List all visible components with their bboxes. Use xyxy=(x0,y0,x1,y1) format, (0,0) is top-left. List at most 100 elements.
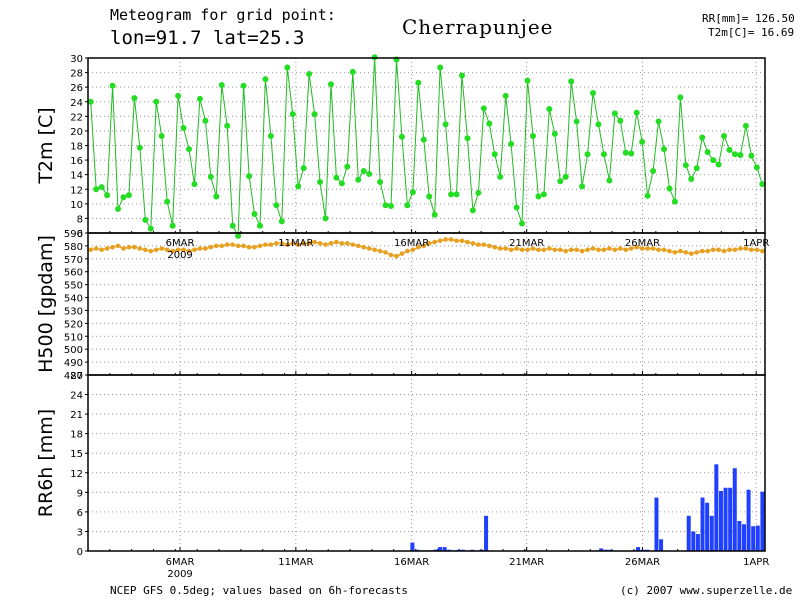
t2m-point xyxy=(398,133,405,140)
h500-point xyxy=(716,247,721,253)
t2m-point xyxy=(529,133,536,140)
h500-point xyxy=(497,246,503,251)
rr6h-bar xyxy=(709,515,714,551)
rr-total-summary: RR[mm]= 126.50 xyxy=(702,12,795,25)
t2m-point xyxy=(366,170,373,177)
h500-point xyxy=(634,244,639,250)
t2m-point xyxy=(169,222,176,229)
h500-point xyxy=(110,244,115,250)
h500-point xyxy=(661,247,667,253)
t2m-point xyxy=(153,98,160,105)
h500-point xyxy=(732,247,738,253)
rr6h-bar xyxy=(751,526,756,551)
t2m-point xyxy=(278,218,285,225)
t2m-point xyxy=(579,183,586,190)
y-tick-label: 580 xyxy=(64,242,83,253)
t2m-point xyxy=(235,232,242,239)
t2m-point xyxy=(420,136,427,143)
t2m-point xyxy=(317,178,324,185)
t2m-point xyxy=(186,146,193,153)
t2m-point xyxy=(355,176,362,183)
h500-point xyxy=(246,244,252,250)
t2m-point xyxy=(491,151,498,158)
h500-point xyxy=(585,247,590,253)
h500-point xyxy=(361,244,367,250)
t2m-point xyxy=(207,173,214,180)
y-axis-label-t2m: T2m [C] xyxy=(35,107,57,184)
y-tick-label: 490 xyxy=(64,358,83,369)
h500-point xyxy=(432,239,437,245)
h500-point xyxy=(235,243,241,249)
t2m-point xyxy=(229,222,236,229)
h500-point xyxy=(219,243,225,249)
chart-title-coordinates: lon=91.7 lat=25.3 xyxy=(110,27,305,49)
t2m-point xyxy=(87,98,94,105)
t2m-point xyxy=(409,189,416,196)
t2m-point xyxy=(202,117,209,124)
t2m-point xyxy=(180,125,187,131)
h500-point xyxy=(525,247,530,253)
h500-point xyxy=(705,248,710,254)
t2m-point xyxy=(584,151,591,158)
rr6h-bar xyxy=(705,502,710,551)
t2m-point xyxy=(191,181,198,188)
t2m-point xyxy=(502,92,509,99)
t2m-point xyxy=(590,90,597,96)
t2m-point xyxy=(104,192,111,199)
rr6h-bar xyxy=(636,547,641,551)
y-tick-label: 15 xyxy=(70,449,83,460)
t2m-point xyxy=(458,72,465,79)
h500-point xyxy=(366,246,372,251)
rr6h-bar xyxy=(746,489,751,551)
h500-point xyxy=(454,238,459,244)
h500-point xyxy=(568,247,574,253)
t2m-point xyxy=(136,144,143,151)
t2m-point xyxy=(671,198,678,205)
t2m-point xyxy=(715,161,722,168)
rr6h-bar xyxy=(728,487,733,551)
h500-point xyxy=(547,246,552,251)
h500-point xyxy=(372,247,377,253)
h500-point xyxy=(334,239,339,245)
t2m-point xyxy=(677,94,684,101)
rr6h-bar xyxy=(410,542,415,551)
y-tick-label: 520 xyxy=(64,319,83,330)
t2m-point xyxy=(666,185,673,192)
h500-point xyxy=(596,247,601,253)
y-tick-label: 22 xyxy=(70,112,83,123)
y-axis-label-rr6h: RR6h [mm] xyxy=(35,409,57,517)
h500-point xyxy=(377,248,383,254)
h500-point xyxy=(519,247,525,253)
h500-point xyxy=(579,248,585,254)
y-tick-label: 18 xyxy=(70,430,83,441)
h500-point xyxy=(465,239,470,245)
t2m-point xyxy=(426,193,433,200)
rr6h-bar xyxy=(737,521,742,551)
h500-point xyxy=(743,246,749,251)
t2m-point xyxy=(611,110,618,117)
x-tick-label-top: 16MAR xyxy=(394,238,429,249)
h500-point xyxy=(345,241,350,246)
t2m-point xyxy=(196,95,203,102)
x-year-label-top: 2009 xyxy=(167,250,192,261)
t2m-point xyxy=(475,189,482,196)
t2m-line xyxy=(90,57,763,238)
t2m-point xyxy=(693,165,700,172)
y-tick-label: 530 xyxy=(64,306,83,317)
t2m-point xyxy=(469,207,476,214)
rr6h-bar xyxy=(686,515,691,551)
y-tick-label: 20 xyxy=(70,127,83,138)
h500-point xyxy=(563,248,569,254)
y-tick-label: 27 xyxy=(70,371,83,382)
t2m-point xyxy=(644,192,651,199)
h500-point xyxy=(574,247,579,253)
rr6h-bar xyxy=(714,464,719,551)
t2m-point xyxy=(267,133,274,140)
h500-point xyxy=(317,241,323,246)
h500-point xyxy=(541,247,547,253)
t2m-point xyxy=(382,202,389,209)
t2m-point xyxy=(333,174,340,181)
t2m-point xyxy=(551,130,558,137)
rr6h-bar xyxy=(700,497,705,551)
h500-point xyxy=(153,247,159,253)
